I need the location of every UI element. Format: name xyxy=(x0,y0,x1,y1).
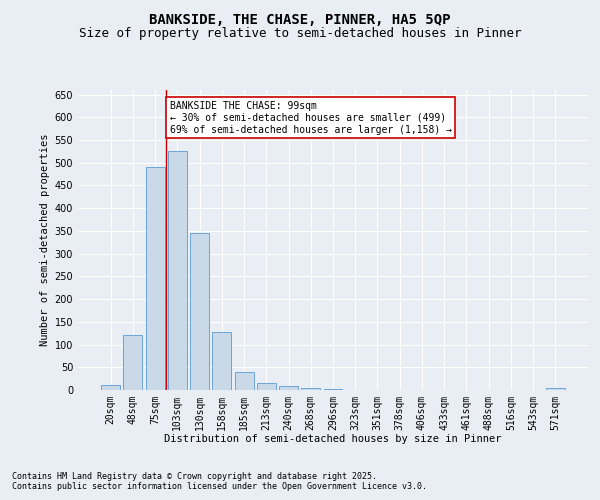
Bar xyxy=(146,168,164,390)
Bar xyxy=(212,332,231,390)
Bar xyxy=(124,336,142,390)
Bar xyxy=(257,382,276,390)
Bar xyxy=(168,152,187,390)
Text: Contains HM Land Registry data © Crown copyright and database right 2025.: Contains HM Land Registry data © Crown c… xyxy=(12,472,377,481)
Bar xyxy=(235,372,254,390)
Text: Size of property relative to semi-detached houses in Pinner: Size of property relative to semi-detach… xyxy=(79,28,521,40)
Bar xyxy=(323,388,343,390)
Bar xyxy=(190,233,209,390)
Text: BANKSIDE, THE CHASE, PINNER, HA5 5QP: BANKSIDE, THE CHASE, PINNER, HA5 5QP xyxy=(149,12,451,26)
Text: Contains public sector information licensed under the Open Government Licence v3: Contains public sector information licen… xyxy=(12,482,427,491)
Bar xyxy=(546,388,565,390)
Bar xyxy=(279,386,298,390)
X-axis label: Distribution of semi-detached houses by size in Pinner: Distribution of semi-detached houses by … xyxy=(164,434,502,444)
Bar xyxy=(101,386,120,390)
Bar xyxy=(301,388,320,390)
Y-axis label: Number of semi-detached properties: Number of semi-detached properties xyxy=(40,134,50,346)
Text: BANKSIDE THE CHASE: 99sqm
← 30% of semi-detached houses are smaller (499)
69% of: BANKSIDE THE CHASE: 99sqm ← 30% of semi-… xyxy=(170,102,452,134)
